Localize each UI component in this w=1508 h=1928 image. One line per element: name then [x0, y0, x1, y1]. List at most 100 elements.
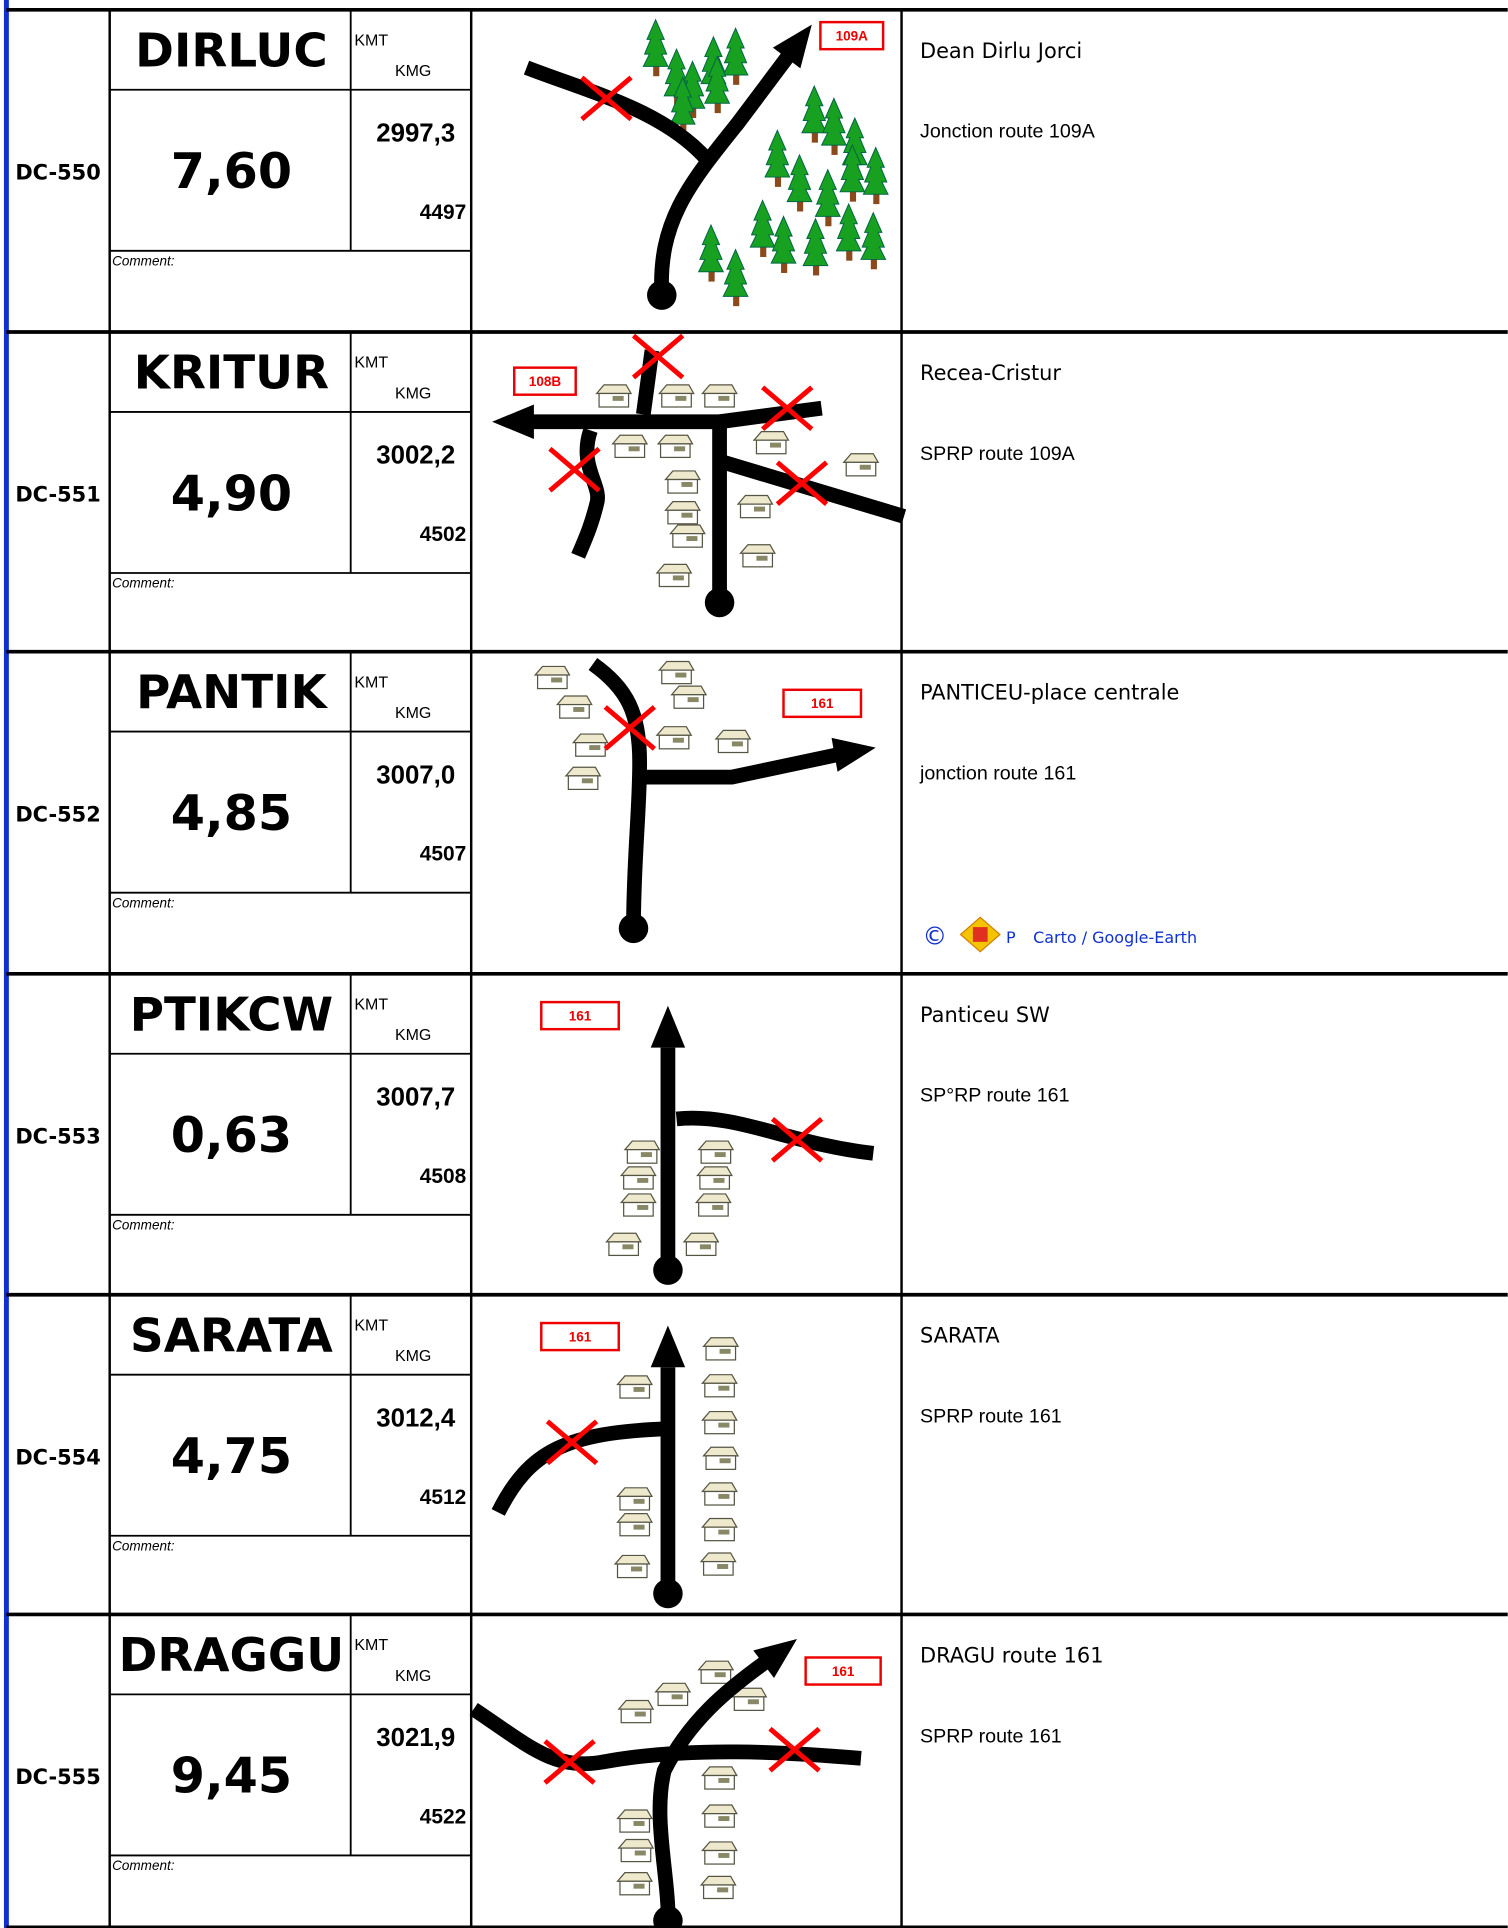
house-window: [551, 677, 563, 683]
house-roof: [611, 434, 649, 445]
house-window: [637, 1205, 649, 1210]
house-icon: [657, 384, 695, 408]
house-roof: [616, 1809, 654, 1820]
house-icon: [595, 384, 633, 408]
tree-trunk: [831, 142, 838, 155]
route-label: 108B: [529, 374, 562, 389]
kmt-value: 3012,4: [376, 1404, 456, 1432]
house-roof: [595, 384, 633, 395]
tree-icon: [862, 146, 889, 205]
cross: [761, 385, 814, 432]
house-roof: [616, 1375, 654, 1386]
house-icon: [611, 434, 649, 459]
comment-label: Comment:: [112, 254, 175, 269]
house-roof: [752, 430, 790, 441]
description: SPRP route 161: [920, 1406, 1062, 1428]
house-window: [633, 1821, 645, 1826]
house-window: [731, 741, 743, 747]
house-roof: [664, 501, 701, 511]
waypoint-name: KRITUR: [134, 347, 329, 401]
kmt-label: KMT: [354, 674, 388, 691]
cross: [548, 446, 601, 493]
tree-icon: [749, 199, 776, 257]
cross: [545, 1419, 599, 1466]
house-roof: [616, 1487, 654, 1498]
tree-trunk: [708, 269, 715, 282]
tree-crown: [786, 153, 813, 203]
house-roof: [701, 1374, 738, 1384]
road: [523, 60, 713, 165]
kmg-label: KMG: [395, 1348, 431, 1365]
arrow-head-shape: [650, 1325, 686, 1368]
house-icon: [655, 563, 693, 588]
house-window: [612, 395, 624, 401]
house-icon: [619, 1166, 657, 1190]
house-roof: [657, 384, 695, 395]
house-window: [686, 536, 698, 542]
house-icon: [701, 1841, 738, 1865]
kmg-value: 4512: [420, 1486, 466, 1509]
house-roof: [701, 1841, 738, 1852]
house-window: [637, 1177, 649, 1183]
house-icon: [616, 1487, 654, 1511]
tree-trunk: [714, 100, 721, 114]
house-window: [633, 1498, 645, 1504]
house-window: [622, 1244, 634, 1250]
house-window: [681, 482, 693, 487]
house-icon: [616, 1513, 654, 1537]
credit-symbol: ©: [922, 921, 947, 950]
route-label-box: [804, 1656, 882, 1686]
house-window: [631, 1566, 643, 1572]
house-roof: [670, 685, 708, 696]
road: [675, 1110, 875, 1161]
tree-icon: [786, 153, 813, 212]
description: PANTICEU-place centrale: [920, 681, 1179, 705]
tree-icon: [697, 223, 725, 282]
house-icon: [617, 1699, 655, 1724]
house-window: [718, 1852, 730, 1858]
house-icon: [571, 733, 609, 757]
tree-trunk: [781, 260, 788, 273]
house-icon: [616, 1809, 654, 1833]
road-start: [653, 1578, 683, 1609]
house-icon: [623, 1140, 661, 1164]
house-icon: [619, 1193, 657, 1217]
kmg-label: KMG: [395, 1027, 431, 1044]
house-icon: [669, 524, 706, 548]
comment-label: Comment:: [112, 576, 175, 591]
waypoint-id: DC-551: [15, 483, 100, 507]
house-window: [581, 778, 593, 784]
tree-trunk: [873, 191, 880, 205]
house-icon: [697, 1660, 735, 1684]
road: [491, 1421, 669, 1516]
house-icon: [617, 1838, 655, 1863]
house-window: [633, 1524, 645, 1530]
arrow-head-shape: [650, 1005, 686, 1048]
house-window: [672, 737, 684, 743]
cross: [603, 705, 656, 751]
house-roof: [617, 1838, 655, 1849]
description: Recea-Cristur: [920, 361, 1061, 385]
house-window: [718, 1385, 730, 1391]
house-icon: [702, 1446, 740, 1470]
waypoint-id: DC-550: [15, 161, 100, 185]
house-roof: [655, 563, 693, 574]
house-roof: [699, 1875, 737, 1886]
credit-logo: [959, 916, 1001, 953]
house-icon: [696, 1166, 733, 1190]
house-roof: [555, 695, 593, 706]
house-roof: [669, 524, 706, 535]
house-icon: [701, 384, 738, 408]
tree-crown: [722, 27, 749, 76]
tree-trunk: [849, 189, 857, 202]
waypoint-id: DC-553: [15, 1125, 100, 1149]
kmt-label: KMT: [354, 32, 388, 49]
house-icon: [656, 434, 694, 459]
house-roof: [701, 1804, 738, 1815]
tree-crown: [722, 248, 749, 297]
kmt-label: KMT: [354, 1637, 388, 1654]
house-roof: [617, 1699, 655, 1710]
comment-label: Comment:: [112, 1539, 175, 1554]
waypoint-name: PTIKCW: [130, 988, 333, 1042]
house-window: [712, 1205, 724, 1210]
